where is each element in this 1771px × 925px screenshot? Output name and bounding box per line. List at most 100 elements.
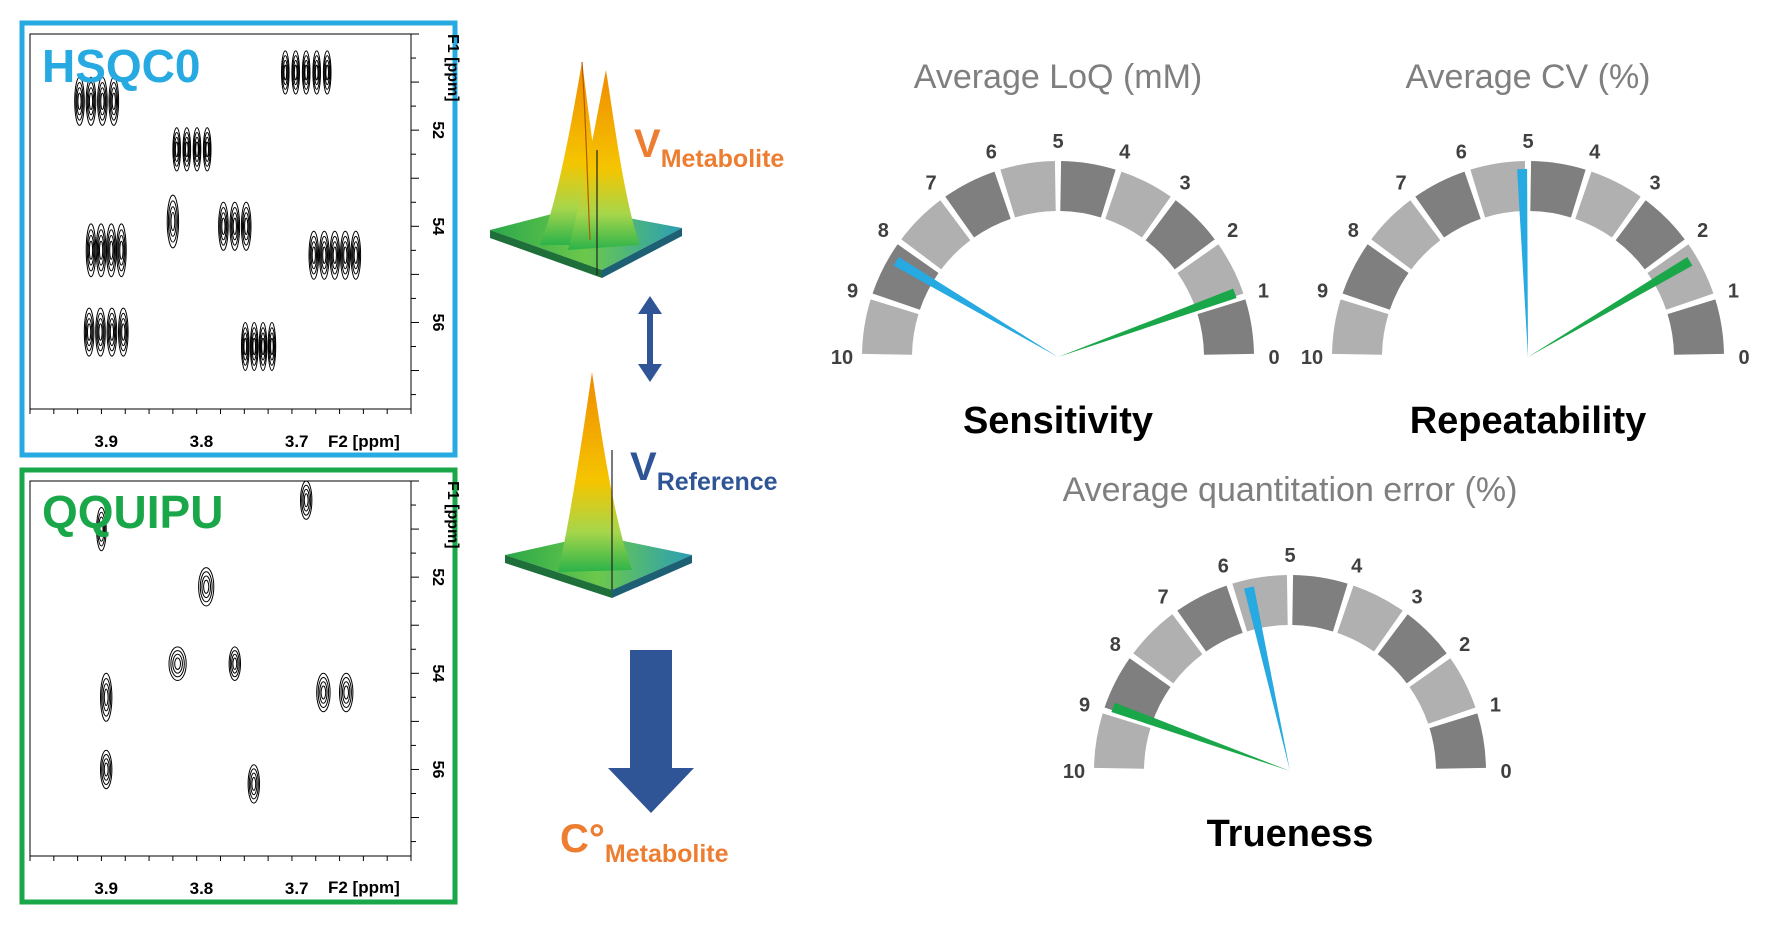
contour-ring: [291, 50, 301, 95]
gauge-title: Average LoQ (mM): [914, 58, 1202, 96]
contour-ring: [228, 646, 242, 682]
contour-ring: [293, 59, 299, 86]
contour-ring: [95, 307, 106, 357]
contour-ring: [97, 76, 108, 126]
contour-ring: [316, 672, 331, 713]
gauge-tick-label: 0: [1738, 347, 1749, 369]
contour-ring: [195, 141, 199, 158]
contour-ring: [251, 776, 257, 791]
contour-ring: [248, 768, 259, 800]
gauge-segment: [1337, 585, 1403, 652]
gauge-tick-label: 1: [1258, 280, 1269, 302]
contour-ring: [313, 55, 321, 90]
contour-ring: [184, 136, 190, 162]
contour-peaks: [74, 50, 362, 371]
contour-ring: [172, 127, 181, 172]
contour-ring: [203, 132, 211, 167]
contour-ring: [323, 55, 331, 90]
contour-ring: [322, 50, 332, 95]
gauge-trueness: Average quantitation error (%) Trueness …: [1063, 471, 1518, 855]
contour-ring: [314, 59, 320, 86]
contour-ring: [201, 575, 211, 599]
gauge-segment: [1615, 200, 1685, 270]
contour-ring: [173, 132, 181, 167]
gauge-tick-label: 2: [1227, 220, 1238, 242]
gauge-tick-label: 8: [878, 220, 889, 242]
contour-ring: [252, 337, 256, 356]
contour-ring: [302, 55, 310, 90]
gauge-tick-label: 6: [1218, 556, 1229, 578]
contour-ring: [321, 241, 328, 270]
spectrum-title: HSQC0: [42, 40, 200, 92]
gauge-segment: [1377, 614, 1447, 684]
contour-ring: [250, 772, 258, 796]
gauge-segment: [1342, 244, 1409, 310]
gauge-segment: [901, 200, 971, 270]
gauge-tick-label: 6: [986, 142, 997, 164]
gauge-tick-label: 5: [1522, 131, 1533, 153]
contour-ring: [351, 235, 360, 275]
f2-tick-label: 3.8: [190, 432, 214, 451]
contour-ring: [353, 246, 358, 264]
contour-ring: [108, 235, 115, 266]
contour-ring: [230, 207, 240, 246]
gauge-label: Trueness: [1207, 813, 1374, 855]
gauge-tick-label: 1: [1728, 280, 1739, 302]
contour-ring: [258, 322, 268, 371]
gauge-segment: [1332, 299, 1389, 355]
gauge-tick-label: 5: [1284, 545, 1295, 567]
contour-ring: [249, 322, 259, 371]
contour-ring: [174, 141, 179, 158]
contour-ring: [303, 59, 309, 86]
peak-main: [558, 372, 632, 572]
contour-ring: [269, 332, 275, 361]
contour-ring: [330, 235, 339, 275]
contour-ring: [109, 82, 119, 121]
contour-ring: [76, 87, 83, 116]
gauge-tick-label: 0: [1268, 347, 1279, 369]
contour-ring: [261, 337, 265, 356]
contour-ring: [102, 683, 110, 712]
gauge-tick-label: 7: [1157, 586, 1168, 608]
contour-ring: [183, 132, 191, 167]
blue-needle: [1244, 586, 1290, 771]
gauge-segments: [862, 161, 1254, 355]
gauge-segment: [1094, 713, 1151, 769]
contour-ring: [308, 230, 320, 280]
reference-peak-3d: [505, 372, 692, 598]
contour-ring: [229, 201, 241, 251]
gauge-segment: [1409, 658, 1476, 724]
contour-ring: [243, 337, 248, 356]
contour-ring: [281, 50, 290, 95]
contour-ring: [340, 230, 351, 280]
contour-ring: [106, 223, 117, 278]
f1-tick-label: 54: [429, 217, 446, 235]
contour-ring: [87, 87, 95, 116]
contour-ring: [100, 92, 105, 111]
contour-ring: [312, 50, 322, 95]
contour-ring: [202, 127, 212, 172]
v-metabolite-label: VMetabolite: [634, 122, 784, 173]
contour-ring: [205, 141, 209, 158]
contour-ring: [341, 235, 350, 275]
contour-ring: [339, 672, 354, 713]
contour-ring: [96, 312, 105, 352]
contour-ring: [88, 240, 94, 260]
contour-ring: [98, 516, 105, 542]
contour-ring: [185, 141, 189, 158]
contour-ring: [304, 64, 309, 81]
double-arrow: [638, 296, 662, 382]
gauge-segment: [1667, 299, 1724, 355]
contour-ring: [301, 50, 311, 95]
gauge-tick-label: 3: [1411, 586, 1422, 608]
contour-ring: [314, 64, 319, 81]
gauge-tick-label: 3: [1649, 172, 1660, 194]
contour-ring: [108, 318, 116, 347]
contour-ring: [199, 571, 213, 603]
contour-ring: [97, 511, 106, 547]
contour-ring: [109, 323, 115, 341]
f2-tick-label: 3.9: [94, 879, 118, 898]
gauge-tick-label: 8: [1348, 220, 1359, 242]
contour-ring: [102, 758, 110, 781]
gauge-segment: [1292, 575, 1348, 632]
